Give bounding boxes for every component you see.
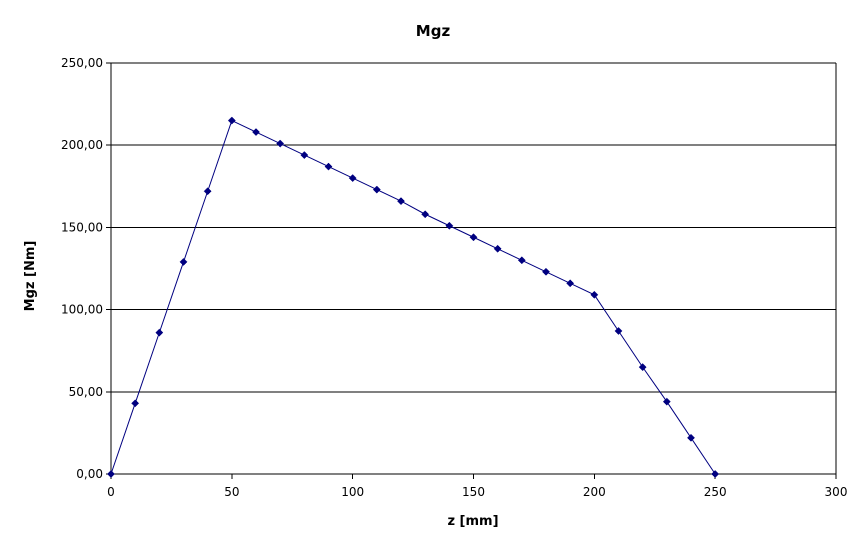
chart-title: Mgz: [416, 22, 451, 40]
axes: [106, 62, 837, 479]
y-tick-label: 150,00: [61, 220, 103, 234]
tick-labels: 0,00 50,00 100,00 150,00 200,00 250,00 0 50 100 1…: [61, 56, 847, 499]
data-point: [445, 221, 454, 230]
x-tick-label: 100: [341, 485, 364, 499]
data-point: [276, 139, 285, 148]
data-point: [638, 363, 647, 372]
data-point: [155, 328, 164, 337]
y-tick-label: 0,00: [76, 467, 103, 481]
x-tick-label: 200: [583, 485, 606, 499]
y-tick-label: 200,00: [61, 138, 103, 152]
data-point: [421, 210, 430, 219]
data-point: [324, 162, 333, 171]
x-tick-label: 250: [704, 485, 727, 499]
data-point: [252, 128, 260, 137]
data-point: [662, 397, 671, 406]
data-point: [372, 185, 381, 194]
data-point: [590, 290, 599, 299]
y-tick-label: 50,00: [69, 385, 103, 399]
data-point: [300, 151, 309, 160]
data-point: [397, 197, 405, 206]
data-point: [711, 470, 720, 478]
data-point: [687, 433, 695, 442]
x-tick-label: 0: [107, 485, 115, 499]
data-point: [517, 256, 526, 265]
data-point: [542, 267, 550, 276]
x-tick-label: 150: [462, 485, 485, 499]
data-point: [614, 327, 623, 335]
y-tick-label: 100,00: [61, 303, 103, 317]
data-point: [469, 233, 478, 242]
y-axis-label: Mgz [Nm]: [23, 241, 38, 312]
x-tick-label: 50: [224, 485, 239, 499]
data-point: [203, 187, 212, 196]
series: [107, 116, 720, 478]
data-point: [348, 174, 357, 183]
data-point: [107, 470, 115, 478]
x-axis-label: z [mm]: [447, 514, 498, 529]
series-line: [110, 119, 716, 475]
data-point: [179, 257, 188, 266]
data-point: [227, 116, 236, 125]
y-tick-label: 250,00: [61, 56, 103, 70]
grid-lines: [111, 62, 836, 393]
data-point: [493, 244, 502, 253]
x-tick-label: 300: [825, 485, 848, 499]
data-point: [131, 399, 140, 408]
data-point: [566, 279, 575, 288]
